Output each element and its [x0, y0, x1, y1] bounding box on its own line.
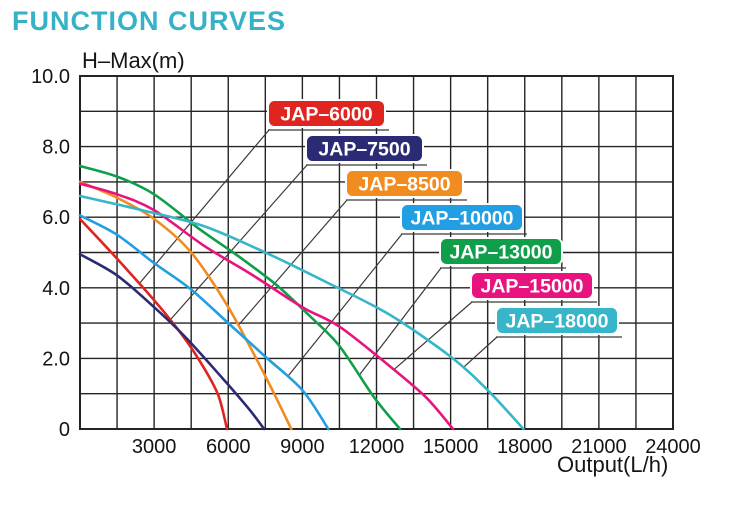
y-tick-label: 4.0 — [42, 278, 70, 300]
legend-badge-jap-10000: JAP–10000 — [400, 203, 524, 232]
x-tick-label: 24000 — [645, 436, 701, 458]
legend-badge-background — [400, 203, 524, 232]
y-tick-label: 10.0 — [31, 66, 70, 88]
legend-badge-background — [495, 306, 619, 335]
legend-badge-label: JAP–13000 — [449, 242, 552, 264]
x-tick-label: 18000 — [497, 436, 553, 458]
curves — [78, 164, 525, 431]
plot-border — [79, 75, 674, 430]
x-axis-title: Output(L/h) — [557, 452, 669, 477]
legend-badge-background — [470, 271, 594, 300]
curve-jap-15000 — [78, 182, 455, 431]
callout-diagonal-jap-6000 — [138, 129, 270, 284]
curve-jap-18000 — [78, 194, 525, 431]
legend-badge-label: JAP–10000 — [410, 208, 513, 230]
callout-diagonal-jap-18000 — [462, 336, 498, 369]
legend-badge-jap-15000: JAP–15000 — [470, 271, 594, 300]
callout-diagonal-jap-7500 — [168, 164, 308, 322]
y-tick-label: 6.0 — [42, 207, 70, 229]
legend-badge-jap-18000: JAP–18000 — [495, 306, 619, 335]
legend-badge-background — [267, 99, 386, 128]
legend-badge-label: JAP–6000 — [280, 104, 372, 126]
callout-diagonal-jap-8500 — [237, 199, 348, 326]
legend-badge-background — [305, 134, 424, 163]
curve-jap-13000 — [78, 164, 402, 431]
y-tick-label: 8.0 — [42, 137, 70, 159]
legend-badge-label: JAP–7500 — [318, 139, 410, 161]
legend-badge-jap-8500: JAP–8500 — [345, 169, 464, 198]
x-axis-ticks: 3000 6000 9000 12000 15000 18000 21000 24000 — [132, 436, 701, 458]
legend-badge-background — [345, 169, 464, 198]
y-tick-label: 2.0 — [42, 348, 70, 370]
plot-grid — [79, 75, 674, 430]
curve-jap-8500 — [78, 180, 293, 431]
legend-badge-jap-6000: JAP–6000 — [267, 99, 386, 128]
legend-badge-label: JAP–15000 — [480, 276, 583, 298]
chart-title: FUNCTION CURVES — [12, 6, 287, 36]
legend-badges: JAP–6000 JAP–7500 JAP–8500 JAP–10000 JAP–130… — [267, 99, 619, 335]
x-tick-label: 3000 — [132, 436, 177, 458]
legend-badge-background — [439, 237, 563, 266]
callout-diagonal-jap-10000 — [287, 233, 403, 378]
y-axis-title: H–Max(m) — [82, 48, 185, 73]
x-tick-label: 21000 — [571, 436, 627, 458]
x-tick-label: 15000 — [423, 436, 479, 458]
y-axis-ticks: 10.0 8.0 6.0 4.0 2.0 0 — [31, 66, 70, 441]
y-tick-label: 0 — [59, 419, 70, 441]
curve-jap-10000 — [78, 214, 330, 431]
x-tick-label: 9000 — [280, 436, 325, 458]
legend-badge-jap-7500: JAP–7500 — [305, 134, 424, 163]
callout-diagonal-jap-15000 — [393, 301, 473, 371]
x-tick-label: 6000 — [206, 436, 251, 458]
legend-callouts — [138, 129, 622, 378]
legend-badge-jap-13000: JAP–13000 — [439, 237, 563, 266]
legend-badge-label: JAP–8500 — [358, 174, 450, 196]
curve-jap-7500 — [78, 252, 266, 431]
x-tick-label: 12000 — [349, 436, 405, 458]
legend-badge-label: JAP–18000 — [505, 311, 608, 333]
